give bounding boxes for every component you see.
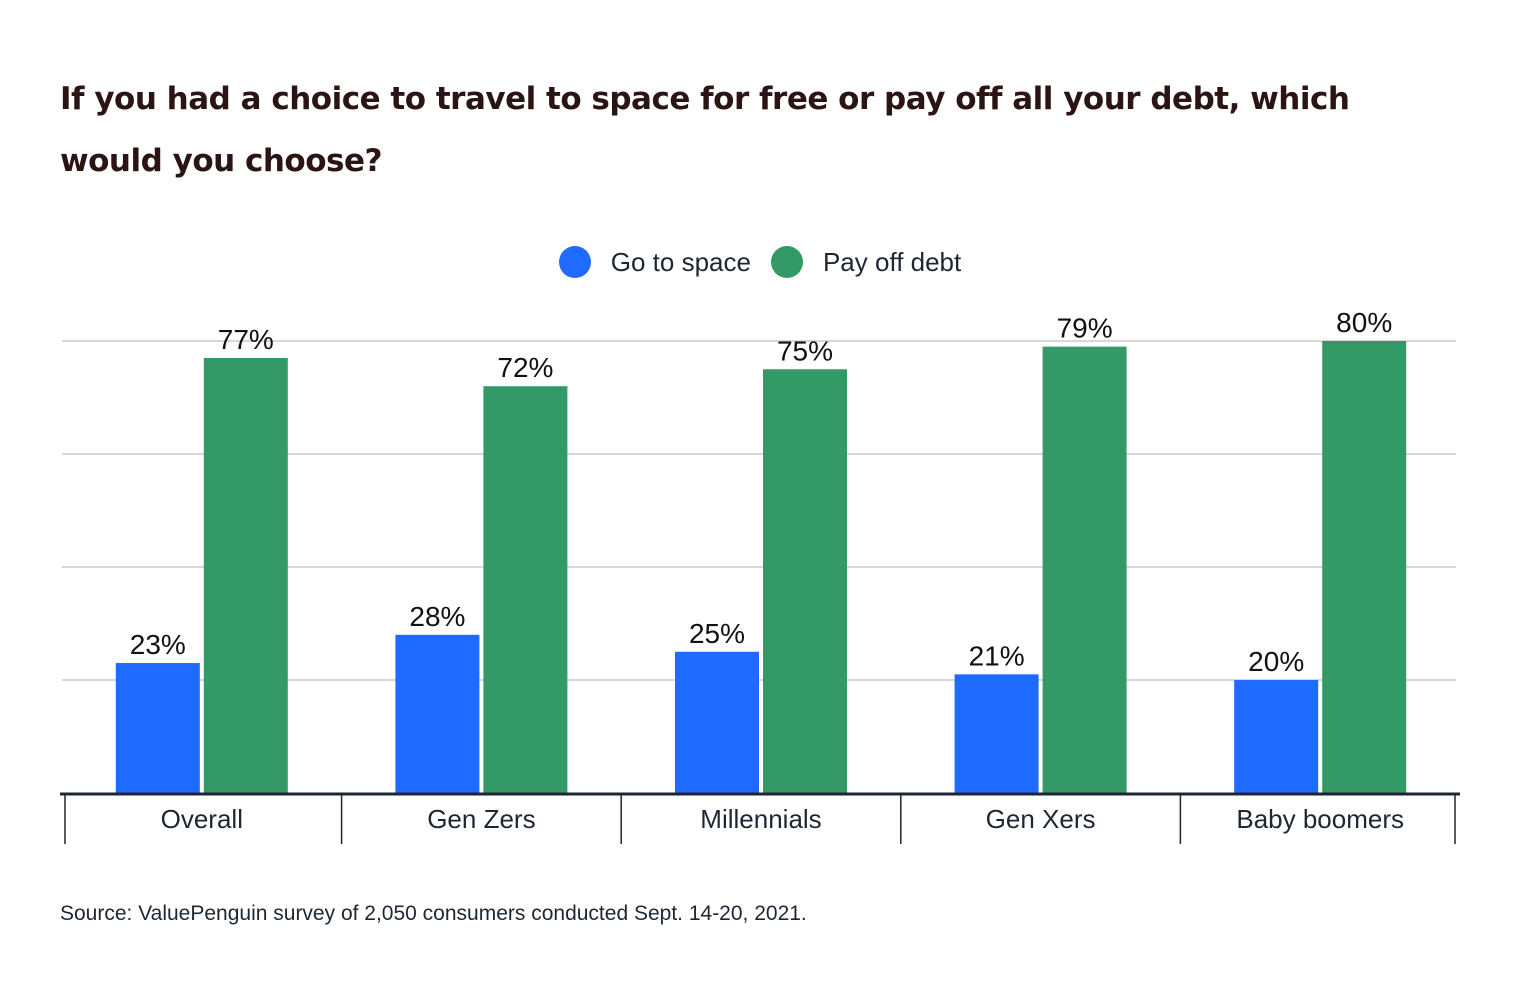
legend-item-go-to-space: Go to space	[558, 246, 751, 278]
legend-label-pay-off-debt: Pay off debt	[822, 246, 962, 277]
category-label: Overall	[161, 804, 243, 834]
data-label: 80%	[1336, 307, 1392, 338]
legend-swatch-pay-off-debt	[770, 246, 803, 278]
data-label: 77%	[218, 324, 274, 355]
data-label: 79%	[1057, 313, 1113, 344]
bar-pay-off-debt	[1042, 346, 1127, 793]
legend-label-go-to-space: Go to space	[610, 246, 751, 277]
data-label: 21%	[969, 640, 1025, 671]
bar-go-to-space	[115, 663, 200, 793]
category-label: Gen Xers	[986, 804, 1096, 834]
bar-go-to-space	[1234, 680, 1319, 793]
bar-pay-off-debt	[763, 369, 847, 793]
data-label: 75%	[777, 335, 833, 366]
data-label: 23%	[130, 629, 186, 660]
data-label: 28%	[409, 601, 465, 632]
category-label: Millennials	[700, 804, 821, 834]
source-note: Source: ValuePenguin survey of 2,050 con…	[60, 902, 807, 925]
category-label: Baby boomers	[1236, 804, 1404, 834]
chart-legend: Go to space Pay off debt	[0, 242, 1520, 282]
data-label: 20%	[1248, 646, 1304, 677]
bar-pay-off-debt	[483, 386, 568, 793]
bar-pay-off-debt	[1322, 341, 1407, 793]
data-label: 72%	[497, 352, 553, 383]
bar-go-to-space	[675, 651, 759, 793]
legend-item-pay-off-debt: Pay off debt	[770, 246, 962, 278]
legend-swatch-go-to-space	[558, 246, 591, 278]
category-label: Gen Zers	[427, 804, 535, 834]
data-label: 25%	[689, 618, 745, 649]
bar-pay-off-debt	[203, 357, 288, 793]
chart-title: If you had a choice to travel to space f…	[60, 81, 1350, 179]
bar-go-to-space	[954, 674, 1039, 793]
bar-go-to-space	[395, 634, 480, 793]
